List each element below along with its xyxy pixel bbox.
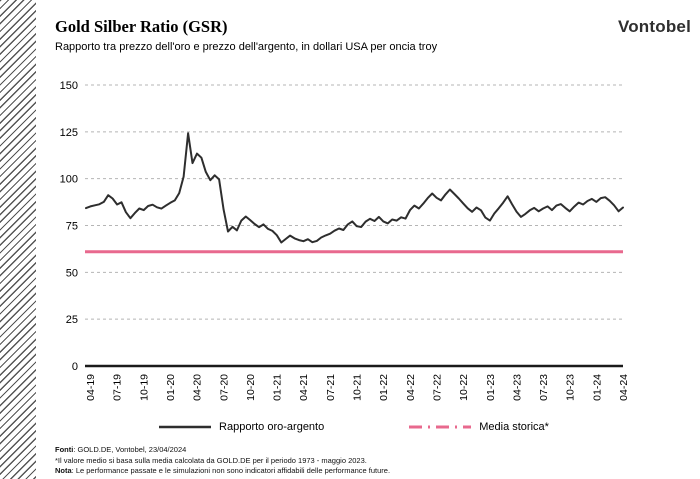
x-tick-label: 04-24 <box>618 374 630 401</box>
chart-footnotes: Fonti: GOLD.DE, Vontobel, 23/04/2024 *Il… <box>55 445 390 477</box>
page-subtitle: Rapporto tra prezzo dell'oro e prezzo de… <box>55 41 438 53</box>
y-tick-label: 0 <box>72 361 78 373</box>
footnote-average-method: *Il valore medio si basa sulla media cal… <box>55 455 367 465</box>
x-tick-label: 10-21 <box>352 374 364 401</box>
x-tick-label: 07-21 <box>325 374 337 401</box>
legend-label-media: Media storica* <box>479 421 549 433</box>
x-tick-label: 01-22 <box>378 374 390 401</box>
y-tick-label: 100 <box>60 174 78 186</box>
gsr-chart-svg: 0 25 50 75 100 125 150 04-19 07-19 10-19 01-20 04-2… <box>60 80 630 401</box>
y-tick-label: 150 <box>60 80 78 92</box>
solid-line-swatch-icon <box>159 425 212 429</box>
x-tick-label: 04-22 <box>405 374 417 401</box>
y-tick-label: 25 <box>66 314 78 326</box>
x-tick-label: 07-23 <box>538 374 550 401</box>
x-tick-label: 10-22 <box>458 374 470 401</box>
legend-item-ratio: Rapporto oro-argento <box>159 421 324 433</box>
x-tick-label: 01-21 <box>272 374 284 401</box>
x-tick-label: 10-20 <box>245 374 257 401</box>
legend-label-ratio: Rapporto oro-argento <box>219 421 325 433</box>
footnote-sources: Fonti: GOLD.DE, Vontobel, 23/04/2024 <box>55 445 187 454</box>
y-tick-label: 50 <box>66 267 78 279</box>
page-title: Gold Silber Ratio (GSR) <box>55 17 228 36</box>
x-tick-label: 04-21 <box>298 374 310 401</box>
y-tick-label: 125 <box>60 127 78 139</box>
x-tick-label: 04-23 <box>511 374 523 401</box>
vontobel-logo: Vontobel <box>617 17 691 36</box>
legend-item-media: Media storica* <box>409 421 549 433</box>
x-tick-label: 07-19 <box>112 374 124 401</box>
chart-header: Gold Silber Ratio (GSR) Rapporto tra pre… <box>55 17 437 54</box>
diagonal-stripes-decoration <box>0 0 36 479</box>
x-tick-label: 01-23 <box>485 374 497 401</box>
x-tick-label: 07-22 <box>431 374 443 401</box>
x-tick-label: 07-20 <box>218 374 230 401</box>
x-tick-label: 01-20 <box>165 374 177 401</box>
dash-dot-line-swatch-icon <box>409 425 472 429</box>
footnote-disclaimer: Nota: Le performance passate e le simula… <box>55 466 391 475</box>
y-tick-label: 75 <box>66 221 78 233</box>
chart-area: 0 25 50 75 100 125 150 04-19 07-19 10-19 01-20 04-2… <box>0 70 700 420</box>
gsr-data-line <box>85 132 624 244</box>
x-tick-label: 10-23 <box>565 374 577 401</box>
x-tick-label: 01-24 <box>591 374 603 401</box>
x-tick-label: 04-20 <box>192 374 204 401</box>
chart-legend: Rapporto oro-argento Media storica* <box>85 421 623 433</box>
x-tick-label: 04-19 <box>85 374 97 401</box>
x-tick-label: 10-19 <box>138 374 150 401</box>
